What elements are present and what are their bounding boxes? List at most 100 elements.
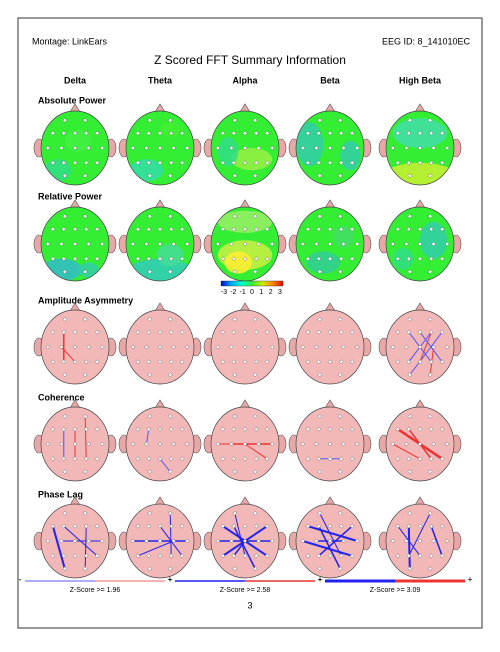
connection [430, 525, 443, 557]
electrode [45, 241, 51, 247]
electrode [86, 441, 91, 447]
electrode [232, 413, 238, 419]
electrode [427, 117, 433, 123]
electrode [135, 160, 141, 166]
electrode [252, 173, 258, 179]
electrode [395, 523, 401, 529]
electrode [349, 130, 355, 136]
electrode [439, 456, 445, 462]
electrode [167, 269, 173, 275]
head-outline [210, 110, 280, 186]
electrode [231, 160, 237, 166]
electrode [229, 441, 234, 447]
section-label: Coherence [38, 392, 85, 402]
electrode [337, 566, 343, 572]
electrode [94, 359, 100, 365]
electrode [45, 441, 51, 447]
electrode [72, 441, 78, 447]
electrode [231, 226, 237, 232]
head-outline [385, 503, 455, 579]
electrode [417, 226, 423, 232]
electrode [157, 329, 163, 335]
electrode [316, 456, 322, 462]
head-map [33, 103, 117, 186]
electrode [50, 130, 56, 136]
electrode [338, 359, 344, 365]
electrode [61, 553, 67, 559]
legend-label: Z-Score >= 1.96 [70, 587, 121, 594]
electrode [147, 413, 153, 419]
electrode [229, 538, 234, 544]
electrode [314, 241, 319, 247]
electrode [168, 256, 174, 262]
legend-minus: - [19, 574, 22, 584]
electrode [50, 523, 56, 529]
electrode [50, 426, 56, 432]
electrode [135, 256, 141, 262]
head-outline [125, 406, 195, 482]
band-label: Delta [64, 75, 87, 85]
electrode [252, 316, 258, 322]
electrode [444, 241, 450, 247]
electrode [50, 329, 56, 335]
electrode [390, 344, 396, 350]
electrode [82, 372, 88, 378]
electrode [215, 344, 221, 350]
electrode [252, 413, 258, 419]
electrode [317, 372, 323, 378]
electrode [83, 426, 89, 432]
electrode [45, 538, 51, 544]
electrode [253, 329, 259, 335]
electrode [144, 538, 149, 544]
electrode [444, 441, 450, 447]
legend-label: Z-Score >= 3.09 [370, 587, 421, 594]
electrode [300, 344, 306, 350]
band-label: Theta [148, 75, 173, 85]
electrode [232, 566, 238, 572]
electrode [439, 130, 445, 136]
electrode [427, 213, 433, 219]
electrode [242, 145, 248, 151]
electrode [439, 226, 445, 232]
electrode [72, 426, 78, 432]
topo [129, 244, 191, 281]
electrode [338, 130, 344, 136]
electrode [86, 145, 91, 151]
electrode [215, 538, 221, 544]
electrode [395, 456, 401, 462]
electrode [253, 456, 259, 462]
legend-plus: + [467, 574, 472, 584]
electrode [62, 372, 68, 378]
electrode [327, 256, 333, 262]
electrode [444, 145, 450, 151]
section-label: Relative Power [38, 191, 103, 201]
electrode [327, 553, 333, 559]
electrode [130, 441, 136, 447]
electrode [144, 441, 149, 447]
color-scale-label: -3 [221, 289, 227, 296]
legend-plus: + [317, 574, 322, 584]
electrode [349, 256, 355, 262]
connection [392, 443, 421, 460]
electrode [62, 469, 68, 475]
electrode [61, 130, 67, 136]
electrode [144, 145, 149, 151]
electrode [349, 329, 355, 335]
electrode [264, 256, 270, 262]
electrode [338, 256, 344, 262]
head-map [33, 496, 117, 579]
electrode [72, 130, 78, 136]
electrode [404, 441, 409, 447]
head-map [203, 399, 287, 482]
electrode [59, 241, 64, 247]
electrode [83, 226, 89, 232]
electrode [316, 256, 322, 262]
electrode [317, 213, 323, 219]
electrode [327, 160, 333, 166]
electrode [83, 456, 89, 462]
electrode [417, 523, 423, 529]
electrode [305, 160, 311, 166]
topo-region [156, 244, 184, 267]
electrode [147, 372, 153, 378]
legend-minus: - [169, 574, 172, 584]
